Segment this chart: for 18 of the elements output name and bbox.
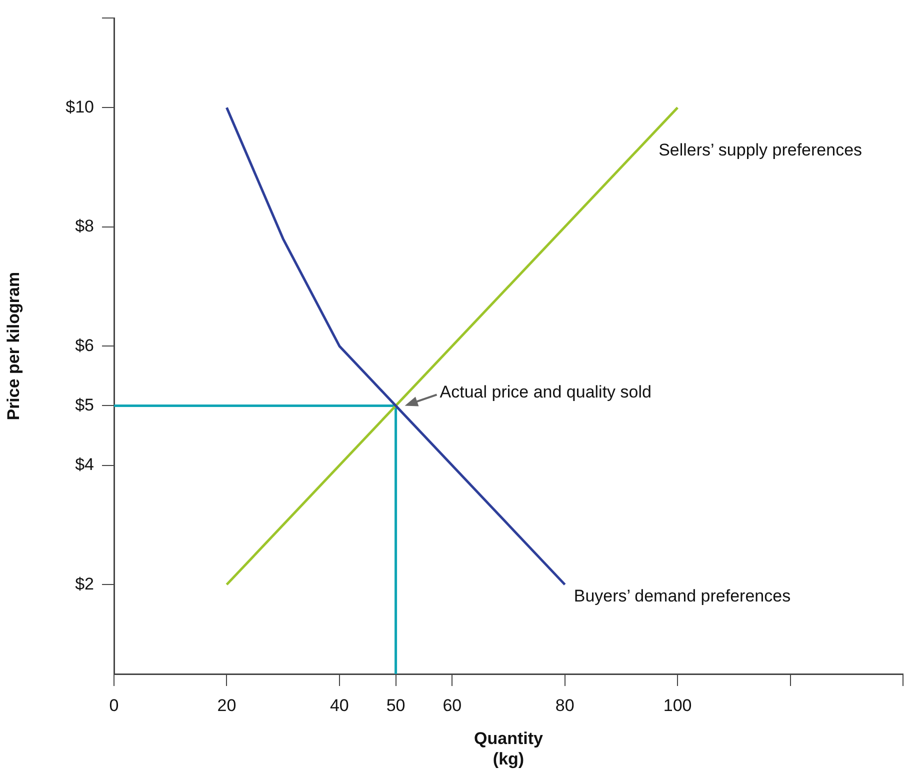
y-tick-label: $6 [75, 336, 94, 355]
x-tick-label: 80 [555, 696, 574, 715]
series-label: Buyers’ demand preferences [574, 586, 791, 606]
y-tick-label: $4 [75, 455, 94, 474]
series-label: Sellers’ supply preferences [658, 140, 862, 160]
x-tick-label: 20 [217, 696, 236, 715]
y-tick-label: $8 [75, 216, 94, 236]
x-tick-label: 40 [330, 696, 349, 715]
x-tick-label: 0 [109, 696, 119, 715]
y-tick-label: $10 [66, 97, 94, 116]
x-tick-label: 100 [663, 696, 692, 715]
y-axis-title: Price per kilogram [4, 272, 23, 420]
y-tick-label: $5 [75, 395, 94, 414]
x-tick-label: 60 [442, 696, 462, 715]
y-tick-label: $2 [75, 574, 94, 594]
annotation: Actual price and quality sold [440, 382, 652, 402]
x-axis-title: Quantity (kg) [474, 729, 544, 768]
x-tick-label: 50 [386, 696, 406, 715]
